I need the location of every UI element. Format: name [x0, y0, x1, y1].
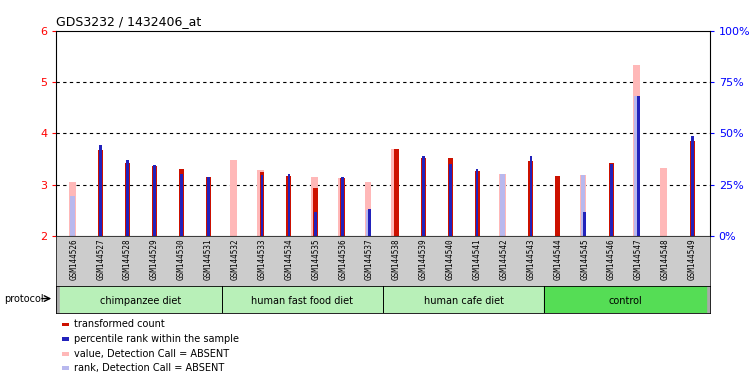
Bar [257, 170, 264, 236]
Text: GSM144539: GSM144539 [419, 239, 428, 280]
Bar [286, 175, 291, 236]
Text: rank, Detection Call = ABSENT: rank, Detection Call = ABSENT [74, 363, 224, 373]
Bar [261, 174, 264, 236]
Bar [635, 96, 639, 236]
Bar [368, 209, 371, 236]
Text: GSM144547: GSM144547 [634, 239, 643, 280]
Bar [637, 96, 640, 236]
Text: GSM144544: GSM144544 [553, 239, 562, 280]
Text: GSM144536: GSM144536 [338, 239, 347, 280]
Bar [311, 177, 318, 236]
Text: GSM144533: GSM144533 [258, 239, 267, 280]
Bar [98, 150, 103, 236]
Text: GSM144531: GSM144531 [204, 239, 213, 280]
Bar [544, 286, 706, 313]
Bar [690, 141, 695, 236]
Bar [691, 136, 694, 236]
Bar [611, 164, 613, 236]
Bar [206, 177, 211, 236]
Bar [584, 212, 586, 236]
Text: value, Detection Call = ABSENT: value, Detection Call = ABSENT [74, 349, 229, 359]
Bar [99, 145, 102, 236]
Bar [288, 174, 290, 236]
Bar [529, 161, 533, 236]
Bar [449, 164, 451, 236]
Text: GSM144545: GSM144545 [581, 239, 590, 280]
Bar [609, 163, 614, 236]
Text: transformed count: transformed count [74, 319, 164, 329]
Text: GSM144546: GSM144546 [607, 239, 616, 280]
Text: GSM144528: GSM144528 [123, 239, 132, 280]
Text: GSM144538: GSM144538 [392, 239, 401, 280]
Text: GDS3232 / 1432406_at: GDS3232 / 1432406_at [56, 15, 201, 28]
Bar [180, 174, 182, 236]
Text: percentile rank within the sample: percentile rank within the sample [74, 334, 239, 344]
Text: GSM144535: GSM144535 [312, 239, 320, 280]
Bar [342, 177, 344, 236]
Bar [500, 174, 505, 236]
Bar [529, 156, 532, 236]
Bar [634, 65, 640, 236]
Text: GSM144529: GSM144529 [150, 239, 159, 280]
Bar [260, 172, 264, 236]
Bar [394, 149, 399, 236]
Bar [69, 182, 76, 236]
Text: GSM144530: GSM144530 [176, 239, 185, 280]
Bar [391, 149, 398, 236]
Text: GSM144540: GSM144540 [446, 239, 454, 280]
Bar [499, 174, 505, 236]
Bar [475, 171, 480, 236]
Bar [153, 165, 155, 236]
Bar [364, 182, 371, 236]
Text: GSM144526: GSM144526 [69, 239, 78, 280]
Text: GSM144541: GSM144541 [472, 239, 481, 280]
Bar [366, 210, 370, 236]
Bar [70, 196, 74, 236]
Text: GSM144542: GSM144542 [499, 239, 508, 280]
Text: GSM144532: GSM144532 [231, 239, 240, 280]
Bar [555, 176, 560, 236]
Bar [315, 212, 317, 236]
Text: GSM144534: GSM144534 [285, 239, 294, 280]
Bar [421, 158, 426, 236]
Bar [179, 169, 184, 236]
Bar [581, 174, 586, 236]
Text: GSM144543: GSM144543 [526, 239, 535, 280]
Text: GSM144537: GSM144537 [365, 239, 374, 280]
Bar [230, 160, 237, 236]
Text: control: control [608, 296, 642, 306]
Text: chimpanzee diet: chimpanzee diet [101, 296, 182, 306]
Bar [383, 286, 544, 313]
Bar [60, 286, 222, 313]
Bar [313, 189, 318, 236]
Text: human cafe diet: human cafe diet [424, 296, 504, 306]
Bar [125, 163, 130, 236]
Bar [340, 178, 345, 236]
Text: human fast food diet: human fast food diet [252, 296, 354, 306]
Text: GSM144548: GSM144548 [661, 239, 670, 280]
Bar [207, 177, 210, 236]
Bar [422, 156, 424, 236]
Bar [338, 178, 345, 236]
Text: GSM144549: GSM144549 [688, 239, 697, 280]
Bar [660, 168, 667, 236]
Text: protocol: protocol [4, 294, 44, 304]
Text: GSM144527: GSM144527 [96, 239, 105, 280]
Bar [580, 174, 587, 236]
Bar [476, 169, 478, 236]
Bar [222, 286, 383, 313]
Bar [448, 158, 453, 236]
Bar [152, 166, 157, 236]
Bar [126, 160, 129, 236]
